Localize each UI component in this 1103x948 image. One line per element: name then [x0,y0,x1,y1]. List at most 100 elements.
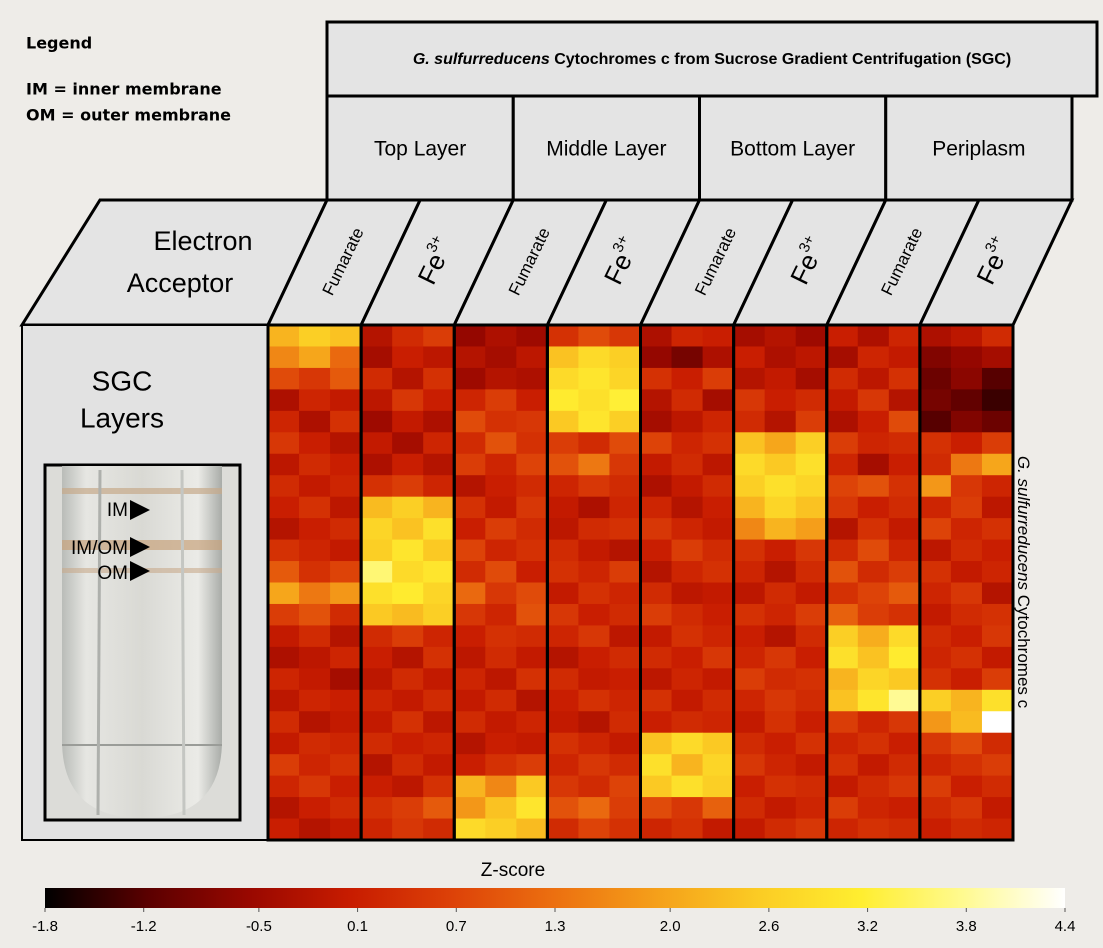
heat-cell [485,668,517,690]
heat-cell [920,561,952,583]
heat-cell [578,540,610,562]
heat-cell [734,497,766,519]
heat-cell [516,733,548,755]
heat-cell [423,389,455,411]
heat-cell [982,389,1014,411]
heat-cell [330,346,362,368]
heat-cell [858,625,890,647]
heat-cell [672,389,704,411]
heat-cell [516,518,548,540]
heat-cell [547,540,579,562]
heat-cell [485,432,517,454]
heat-cell [516,432,548,454]
heat-cell [392,411,424,433]
heat-cell [609,497,641,519]
heat-cell [858,647,890,669]
heat-cell [516,540,548,562]
heat-cell [951,540,983,562]
heat-cell [734,690,766,712]
heat-cell [641,540,673,562]
heat-cell [361,325,393,347]
heat-cell [858,346,890,368]
heat-cell [703,733,735,755]
row-label-italic: G. sulfurreducens [1014,456,1033,591]
heat-cell [516,819,548,841]
heat-cell [858,797,890,819]
heat-cell [951,754,983,776]
heat-cell [578,518,610,540]
heat-cell [703,540,735,562]
heat-cell [827,368,859,390]
colorbar-label: Z-score [481,860,545,881]
heat-cell [299,454,331,476]
heat-cell [330,497,362,519]
heat-cell [703,690,735,712]
heat-cell [330,561,362,583]
heat-cell [392,325,424,347]
heat-cell [672,346,704,368]
heat-cell [796,668,828,690]
heat-cell [423,368,455,390]
heat-cell [641,583,673,605]
heat-cell [827,754,859,776]
heat-cell [299,346,331,368]
heat-cell [734,583,766,605]
heat-cell [454,754,486,776]
heat-cell [951,647,983,669]
heat-cell [268,776,300,798]
heat-cell [703,711,735,733]
heat-cell [268,711,300,733]
heat-cell [827,647,859,669]
heat-cell [920,325,952,347]
heat-cell [578,733,610,755]
heat-cell [609,432,641,454]
tube-photo: IM IM/OM OM [45,465,240,820]
heat-cell [299,668,331,690]
heat-cell [827,475,859,497]
heat-cell [392,668,424,690]
heat-cell [982,819,1014,841]
acceptor-label: Acceptor [127,268,234,298]
heat-cell [609,733,641,755]
heat-cell [703,583,735,605]
heat-cell [609,475,641,497]
heat-cell [516,346,548,368]
heat-cell [734,561,766,583]
heat-cell [299,604,331,626]
colorbar-tick-label: -0.5 [246,918,272,935]
heat-cell [454,518,486,540]
heat-cell [796,711,828,733]
heat-cell [454,454,486,476]
heat-cell [485,625,517,647]
heat-cell [547,754,579,776]
heat-cell [672,604,704,626]
title-italic: G. sulfurreducens [413,51,550,68]
heat-cell [361,389,393,411]
heat-cell [299,583,331,605]
heat-cell [330,797,362,819]
heat-cell [578,389,610,411]
heat-cell [920,497,952,519]
heat-cell [734,776,766,798]
heat-cell [423,711,455,733]
heat-cell [361,454,393,476]
heat-cell [423,432,455,454]
heat-cell [454,647,486,669]
heat-cell [765,668,797,690]
heat-cell [268,583,300,605]
heat-cell [920,604,952,626]
heat-cell [765,733,797,755]
heat-cell [703,432,735,454]
heat-cell [454,368,486,390]
heat-cell [299,411,331,433]
colorbar-tick-label: 2.0 [660,918,681,935]
heat-cell [330,733,362,755]
heat-cell [703,368,735,390]
heat-cell [951,711,983,733]
heat-cell [641,647,673,669]
colorbar-tick-label: 3.2 [857,918,878,935]
colorbar [45,888,1065,908]
heat-cell [547,518,579,540]
heat-cell [330,432,362,454]
heat-cell [392,711,424,733]
